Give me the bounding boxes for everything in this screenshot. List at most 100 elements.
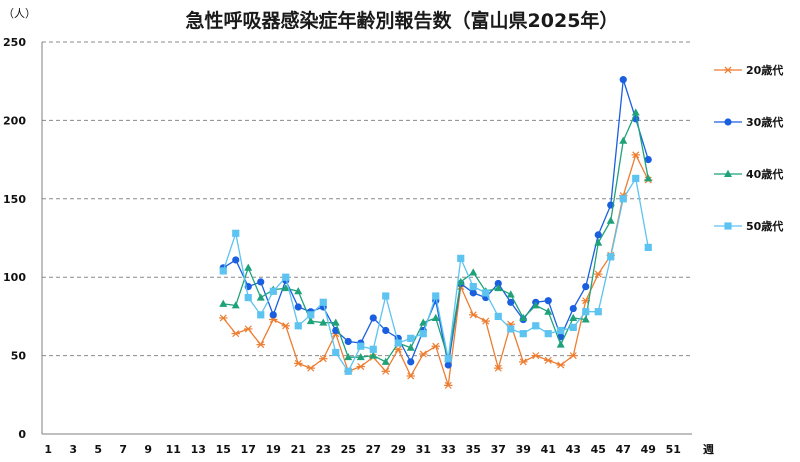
data-point xyxy=(232,229,240,237)
data-point xyxy=(257,278,265,286)
data-point xyxy=(319,298,327,306)
data-point xyxy=(619,195,627,203)
x-tick-label: 11 xyxy=(166,443,181,456)
y-tick-label: 0 xyxy=(18,428,26,441)
data-point xyxy=(569,323,577,331)
data-point xyxy=(306,316,315,325)
data-point xyxy=(507,298,515,306)
data-point xyxy=(519,358,528,366)
data-point xyxy=(381,367,390,375)
data-point xyxy=(244,263,253,271)
legend: 20歳代 30歳代 40歳代 50歳代 xyxy=(714,63,783,233)
x-tick-label: 3 xyxy=(69,443,77,456)
data-point xyxy=(382,326,390,335)
data-point xyxy=(606,216,615,224)
legend-marker xyxy=(724,118,732,126)
x-axis-label: 週 xyxy=(703,442,714,456)
data-point xyxy=(469,283,477,291)
data-point xyxy=(607,253,615,261)
data-point xyxy=(469,311,478,319)
x-tick-label: 23 xyxy=(316,443,331,456)
x-tick-label: 27 xyxy=(366,443,381,456)
data-point xyxy=(569,313,578,321)
data-point xyxy=(519,313,528,321)
legend-label: 40歳代 xyxy=(746,167,783,181)
data-point xyxy=(569,304,577,313)
axes xyxy=(41,42,692,435)
data-point xyxy=(256,293,265,301)
data-point xyxy=(369,314,377,322)
data-point xyxy=(631,151,640,159)
legend-label: 50歳代 xyxy=(746,219,783,233)
data-point xyxy=(231,330,240,338)
x-tick-label: 31 xyxy=(416,443,431,456)
x-tick-label: 19 xyxy=(266,443,281,456)
data-point xyxy=(582,308,590,316)
data-point xyxy=(531,352,540,360)
data-point xyxy=(432,292,440,300)
data-point xyxy=(507,325,515,333)
data-point xyxy=(219,267,227,275)
data-point xyxy=(594,308,602,316)
data-point xyxy=(331,318,340,326)
data-point xyxy=(544,297,552,305)
data-point xyxy=(644,243,652,252)
data-point xyxy=(369,345,377,353)
data-point xyxy=(569,352,578,360)
data-point xyxy=(406,343,415,351)
data-point xyxy=(482,289,490,297)
x-tick-label: 39 xyxy=(516,443,531,456)
data-point xyxy=(631,108,640,116)
x-tick-labels: 1 3 5 7 9 11 13 15 17 19 21 23 25 27 29 31 33 35 37 39 41 43 4… xyxy=(44,443,680,456)
data-point xyxy=(281,283,290,292)
data-point xyxy=(294,359,303,367)
y-tick-labels: 0 50 100 150 200 250 xyxy=(3,36,26,441)
data-point xyxy=(244,293,252,302)
data-point xyxy=(644,174,653,182)
y-tick-label: 150 xyxy=(3,193,26,206)
data-point xyxy=(231,301,240,309)
x-tick-label: 43 xyxy=(566,443,581,456)
x-tick-label: 35 xyxy=(466,443,481,456)
data-point xyxy=(419,318,428,326)
data-point xyxy=(444,381,453,389)
legend-marker xyxy=(724,169,732,177)
x-tick-label: 13 xyxy=(191,443,206,456)
data-point xyxy=(419,330,427,338)
x-tick-label: 21 xyxy=(291,443,306,456)
data-point xyxy=(506,290,515,298)
data-point xyxy=(307,311,315,319)
data-point xyxy=(344,352,353,361)
data-point xyxy=(431,313,440,321)
data-point xyxy=(457,254,465,262)
x-tick-label: 51 xyxy=(666,443,681,456)
series-line xyxy=(222,153,649,386)
data-point xyxy=(544,356,553,364)
y-tick-label: 100 xyxy=(3,271,26,284)
x-tick-label: 15 xyxy=(216,443,231,456)
x-tick-label: 37 xyxy=(491,443,506,456)
data-point xyxy=(319,318,328,326)
data-point xyxy=(619,76,627,84)
data-point xyxy=(544,307,553,315)
data-point xyxy=(269,311,277,319)
x-tick-label: 41 xyxy=(541,443,556,456)
data-point xyxy=(594,231,602,239)
data-point xyxy=(531,301,540,309)
data-point xyxy=(319,355,328,363)
data-point xyxy=(256,341,265,349)
y-tick-label: 250 xyxy=(3,36,26,49)
y-tick-label: 200 xyxy=(3,114,26,127)
data-point xyxy=(294,322,302,330)
data-point xyxy=(406,372,415,380)
plot-area xyxy=(219,76,653,389)
x-tick-label: 33 xyxy=(441,443,456,456)
data-point xyxy=(581,315,590,323)
data-point xyxy=(369,351,378,359)
data-point xyxy=(556,340,565,348)
data-point xyxy=(407,334,415,342)
x-tick-label: 29 xyxy=(391,443,406,456)
data-point xyxy=(244,325,253,333)
data-point xyxy=(382,292,390,300)
data-point xyxy=(494,364,503,372)
